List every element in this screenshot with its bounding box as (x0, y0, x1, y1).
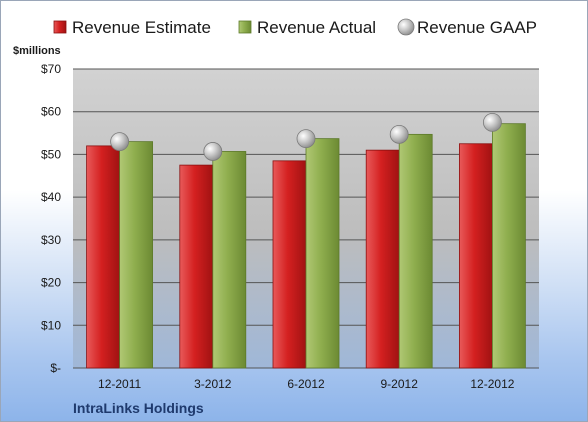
legend-label: Revenue Estimate (72, 18, 211, 37)
x-tick-label: 9-2012 (381, 377, 419, 391)
y-axis-tick-labels: $- $10 $20 $30 $40 $50 $60 $70 (41, 62, 61, 375)
marker-revenue-gaap (203, 142, 223, 161)
legend-swatch-actual (238, 20, 252, 34)
bar-revenue-estimate (458, 143, 493, 369)
company-name: IntraLinks Holdings (73, 400, 204, 416)
bar-revenue-actual (212, 151, 247, 369)
gaap-markers (110, 112, 502, 161)
bar-revenue-actual (305, 138, 340, 369)
marker-revenue-gaap (389, 124, 409, 144)
y-tick-label: $10 (41, 318, 61, 332)
legend: Revenue Estimate Revenue Actual Revenue GA… (53, 18, 537, 37)
x-axis-tick-labels: 12-2011 3-2012 6-2012 9-2012 12-2012 (98, 377, 515, 391)
bar-revenue-actual (491, 123, 526, 369)
y-tick-label: $70 (41, 62, 61, 76)
marker-revenue-gaap (482, 112, 502, 132)
bar-revenue-estimate (272, 160, 307, 369)
x-tick-label: 12-2011 (98, 377, 141, 391)
y-tick-label: $40 (41, 190, 61, 204)
x-tick-label: 6-2012 (287, 377, 325, 391)
marker-revenue-gaap (110, 132, 129, 152)
y-tick-label: $50 (41, 147, 61, 161)
y-tick-label: $- (50, 361, 61, 375)
y-tick-label: $60 (41, 105, 61, 119)
bar-revenue-actual (119, 141, 153, 369)
y-tick-label: $20 (41, 276, 61, 290)
bar-revenue-estimate (86, 145, 120, 369)
legend-label: Revenue GAAP (417, 18, 537, 37)
legend-swatch-estimate (53, 20, 67, 34)
unit-label: $millions (13, 45, 61, 57)
legend-label: Revenue Actual (257, 18, 376, 37)
y-tick-label: $30 (41, 233, 61, 247)
x-tick-label: 3-2012 (194, 377, 232, 391)
bar-revenue-estimate (365, 149, 400, 369)
bar-revenue-actual (398, 133, 433, 369)
bar-revenue-estimate (179, 164, 214, 369)
x-tick-label: 12-2012 (470, 377, 514, 391)
marker-revenue-gaap (296, 129, 316, 149)
bars (86, 123, 526, 369)
legend-swatch-gaap (397, 18, 415, 36)
